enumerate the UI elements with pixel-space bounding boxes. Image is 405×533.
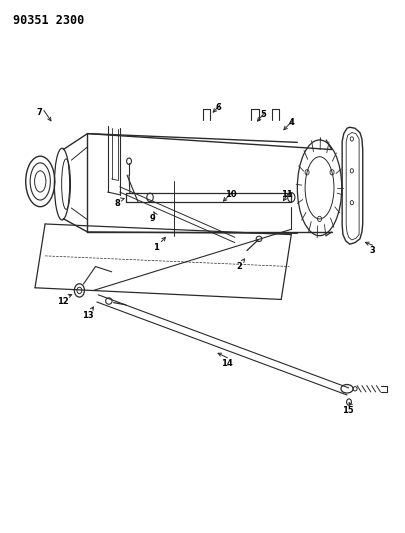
Text: 90351 2300: 90351 2300: [13, 14, 84, 27]
Text: 14: 14: [221, 359, 232, 368]
Text: 4: 4: [288, 118, 294, 127]
Text: 13: 13: [82, 311, 93, 320]
Text: 9: 9: [149, 214, 155, 223]
Text: 11: 11: [281, 190, 293, 199]
Text: 15: 15: [342, 406, 354, 415]
Text: 8: 8: [115, 199, 121, 208]
Text: 12: 12: [58, 296, 69, 305]
Text: 1: 1: [153, 244, 159, 253]
Text: 6: 6: [216, 102, 222, 111]
Text: 3: 3: [369, 246, 375, 255]
Ellipse shape: [256, 236, 262, 241]
Text: 10: 10: [225, 190, 237, 199]
Text: 7: 7: [36, 108, 42, 117]
Text: 5: 5: [260, 110, 266, 119]
Text: 2: 2: [236, 262, 242, 271]
